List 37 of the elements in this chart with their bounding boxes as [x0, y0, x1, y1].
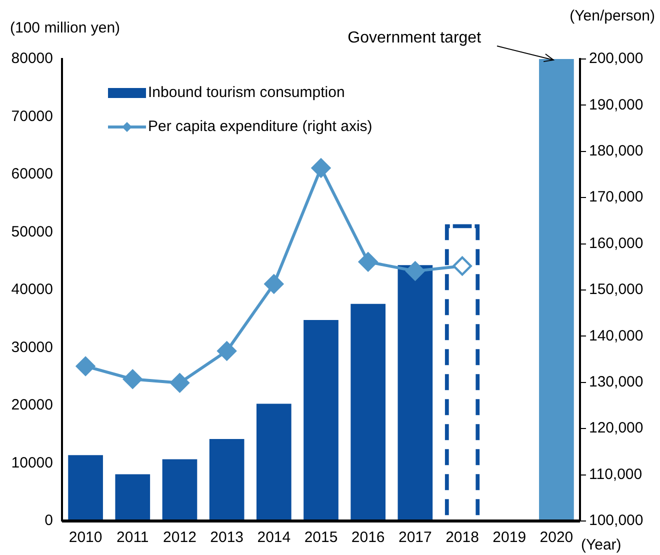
y2-tick-label: 140,000	[589, 327, 644, 344]
y2-tick-label: 190,000	[589, 96, 644, 114]
y2-tick-label: 120,000	[589, 420, 644, 437]
y2-axis-title: (Yen/person)	[570, 8, 655, 25]
y-tick-label: 0	[44, 512, 53, 530]
annotation: Government target	[348, 29, 482, 46]
y2-tick-label: 200,000	[589, 50, 644, 68]
y-tick-label: 80000	[11, 50, 53, 68]
x-tick-label: 2013	[210, 529, 244, 546]
x-tick-label: 2015	[304, 529, 338, 546]
x-axis-title: (Year)	[581, 536, 622, 554]
x-tick-label: 2010	[68, 529, 102, 546]
x-tick-label: 2018	[446, 529, 479, 546]
x-tick-label: 2012	[163, 529, 196, 546]
y-tick-label: 70000	[11, 108, 53, 125]
y2-tick-label: 170,000	[589, 188, 644, 206]
y-tick-label: 40000	[11, 281, 53, 298]
x-tick-label: 2016	[351, 529, 385, 546]
legend-label: Per capita expenditure (right axis)	[148, 118, 372, 136]
x-tick-label: 2020	[540, 529, 574, 546]
y2-tick-label: 100,000	[589, 512, 644, 530]
y2-tick-label: 130,000	[589, 374, 644, 391]
y-axis-title: (100 million yen)	[10, 20, 120, 37]
legend-label: Inbound tourism consumption	[148, 84, 345, 102]
x-tick-label: 2017	[398, 529, 432, 546]
x-tick-label: 2019	[492, 529, 526, 546]
y2-tick-label: 160,000	[589, 234, 644, 252]
y-tick-label: 50000	[11, 223, 53, 240]
y2-tick-label: 110,000	[589, 466, 642, 483]
x-tick-label: 2011	[116, 529, 149, 546]
y2-tick-label: 180,000	[589, 142, 644, 160]
y2-tick-label: 150,000	[589, 281, 644, 298]
y-tick-label: 30000	[11, 338, 53, 356]
y-tick-label: 60000	[11, 166, 53, 183]
y-tick-label: 20000	[11, 396, 53, 414]
x-tick-label: 2014	[257, 529, 291, 546]
y-tick-label: 10000	[11, 454, 53, 472]
